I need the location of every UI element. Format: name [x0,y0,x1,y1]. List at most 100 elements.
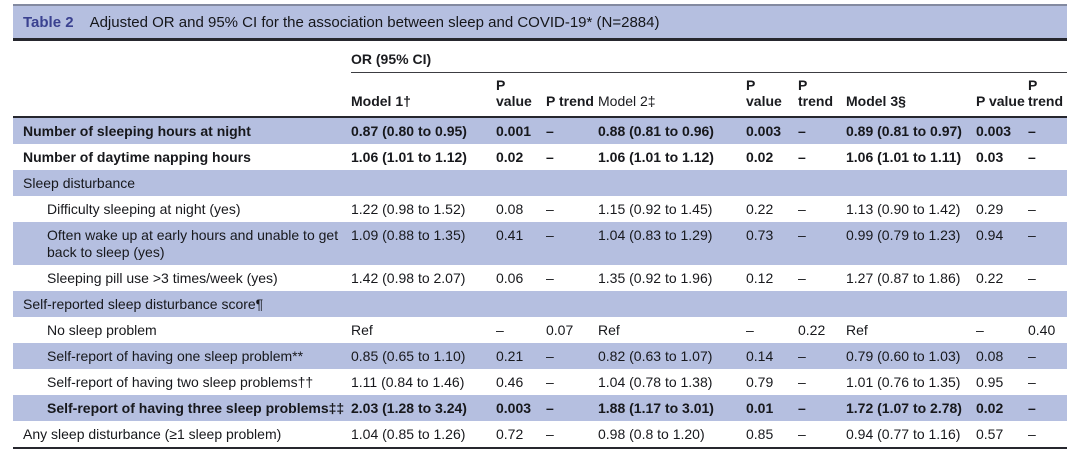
col-header-pvalue-2: P value [746,72,798,118]
model3-ptrend-cell: – [1028,149,1036,165]
model1-or-cell: Ref [351,322,373,338]
table-title: Adjusted OR and 95% CI for the associati… [89,14,660,31]
model3-ptrend-cell: – [1028,222,1068,265]
table-row: Any sleep disturbance (≥1 sleep problem)… [13,421,1068,449]
model3-pvalue-cell: – [976,322,984,338]
col-header-ptrend-1: P trend [546,72,598,118]
table-row: Number of daytime napping hours 1.06 (1.… [13,144,1067,170]
model2-or-cell: 1.04 (0.83 to 1.29) [598,222,746,265]
model2-or-cell: 0.82 (0.63 to 1.07) [598,343,746,369]
section-row: Sleep disturbance [13,170,1068,196]
row-label: No sleep problem [47,322,157,338]
col-header-ptrend-2: P trend [798,72,846,118]
model1-or-cell: 1.11 (0.84 to 1.46) [351,374,465,390]
model2-pvalue-cell: 0.003 [746,117,798,144]
results-table: OR (95% CI) Model 1† P value P trend Mod… [13,41,1068,449]
model3-or-cell: 0.99 (0.79 to 1.23) [846,222,976,265]
model3-ptrend-cell: – [1028,421,1068,449]
model2-pvalue-cell: 0.85 [746,421,798,449]
model1-pvalue-cell: 0.21 [496,343,546,369]
row-label: Self-report of having one sleep problem*… [13,343,351,369]
model3-or-cell: 1.72 (1.07 to 2.78) [846,395,976,421]
model3-ptrend-cell: – [1028,270,1036,286]
model3-ptrend-cell: – [1028,117,1068,144]
model1-or-cell: 1.04 (0.85 to 1.26) [351,421,496,449]
table-row: Self-report of having two sleep problems… [13,369,1067,395]
table-row: Sleeping pill use >3 times/week (yes) 1.… [13,265,1067,291]
model1-ptrend-cell: – [546,374,554,390]
model1-pvalue-cell: 0.72 [496,421,546,449]
model3-pvalue-cell: 0.03 [976,149,1004,165]
model2-or-cell: 1.35 (0.92 to 1.96) [598,270,713,286]
model1-ptrend-cell: – [546,343,598,369]
model3-or-cell: Ref [846,322,868,338]
group-header-row: OR (95% CI) [13,41,1068,73]
table-row: Difficulty sleeping at night (yes) 1.22 … [13,196,1067,222]
row-label: Sleeping pill use >3 times/week (yes) [47,270,278,286]
col-header-model1: Model 1† [351,72,496,118]
model1-ptrend-cell: 0.07 [546,322,574,338]
model2-or-cell: 0.98 (0.8 to 1.20) [598,421,746,449]
table-number: Table 2 [23,14,74,31]
model1-ptrend-cell: – [546,117,598,144]
model2-ptrend-cell: – [798,374,806,390]
model1-ptrend-cell: – [546,270,554,286]
model1-ptrend-cell: – [546,222,598,265]
model1-or-cell: 1.09 (0.88 to 1.35) [351,222,496,265]
model2-pvalue-cell: 0.73 [746,222,798,265]
model2-ptrend-cell: – [798,201,806,217]
model3-pvalue-cell: 0.95 [976,374,1004,390]
model2-or-cell: 1.04 (0.78 to 1.38) [598,374,713,390]
model2-ptrend-cell: – [798,149,806,165]
model3-pvalue-cell: 0.22 [976,270,1004,286]
model1-or-cell: 1.22 (0.98 to 1.52) [351,201,466,217]
col-header-pvalue-1: P value [496,72,546,118]
model3-ptrend-cell: – [1028,201,1036,217]
row-label: Number of sleeping hours at night [13,117,351,144]
table-2-figure: Table 2 Adjusted OR and 95% CI for the as… [13,4,1068,449]
col-header-blank [13,72,351,118]
table-row: Number of sleeping hours at night 0.87 (… [13,117,1068,144]
model2-ptrend-cell: – [798,395,846,421]
col-header-ptrend-3: P trend [1028,72,1068,118]
table-row: No sleep problem Ref – 0.07 Ref – 0.22 R… [13,317,1067,343]
model2-ptrend-cell: – [798,343,846,369]
model1-or-cell: 1.06 (1.01 to 1.12) [351,149,467,165]
model1-or-cell: 0.87 (0.80 to 0.95) [351,117,496,144]
model1-pvalue-cell: 0.46 [496,374,524,390]
table-row: Often wake up at early hours and unable … [13,222,1068,265]
model1-pvalue-cell: 0.001 [496,117,546,144]
model3-pvalue-cell: 0.02 [976,395,1028,421]
table-row: Self-report of having one sleep problem*… [13,343,1068,369]
model2-ptrend-cell: 0.22 [798,322,826,338]
row-label: Often wake up at early hours and unable … [13,222,351,265]
model1-pvalue-cell: 0.41 [496,222,546,265]
model2-ptrend-cell: – [798,117,846,144]
row-label: Number of daytime napping hours [23,149,251,165]
model2-ptrend-cell: – [798,222,846,265]
group-header-spacer [13,41,351,73]
model2-pvalue-cell: 0.14 [746,343,798,369]
model3-ptrend-cell: – [1028,395,1068,421]
model2-or-cell: 1.15 (0.92 to 1.45) [598,201,713,217]
model2-or-cell: 1.88 (1.17 to 3.01) [598,395,746,421]
model3-ptrend-cell: 0.40 [1028,322,1056,338]
model2-ptrend-cell: – [798,270,806,286]
model3-or-cell: 1.01 (0.76 to 1.35) [846,374,961,390]
model3-pvalue-cell: 0.08 [976,343,1028,369]
table-row: Self-report of having three sleep proble… [13,395,1068,421]
model3-or-cell: 0.94 (0.77 to 1.16) [846,421,976,449]
model1-ptrend-cell: – [546,149,554,165]
model1-pvalue-cell: 0.08 [496,201,524,217]
row-label: Self-report of having two sleep problems… [47,374,314,390]
model3-or-cell: 1.13 (0.90 to 1.42) [846,201,961,217]
model2-or-cell: 1.06 (1.01 to 1.12) [598,149,714,165]
row-label: Any sleep disturbance (≥1 sleep problem) [13,421,351,449]
model3-or-cell: 0.79 (0.60 to 1.03) [846,343,976,369]
model3-or-cell: 1.27 (0.87 to 1.86) [846,270,961,286]
model3-pvalue-cell: 0.57 [976,421,1028,449]
col-header-model3: Model 3§ [846,72,976,118]
model3-ptrend-cell: – [1028,343,1068,369]
model1-pvalue-cell: 0.02 [496,149,524,165]
model1-ptrend-cell: – [546,395,598,421]
